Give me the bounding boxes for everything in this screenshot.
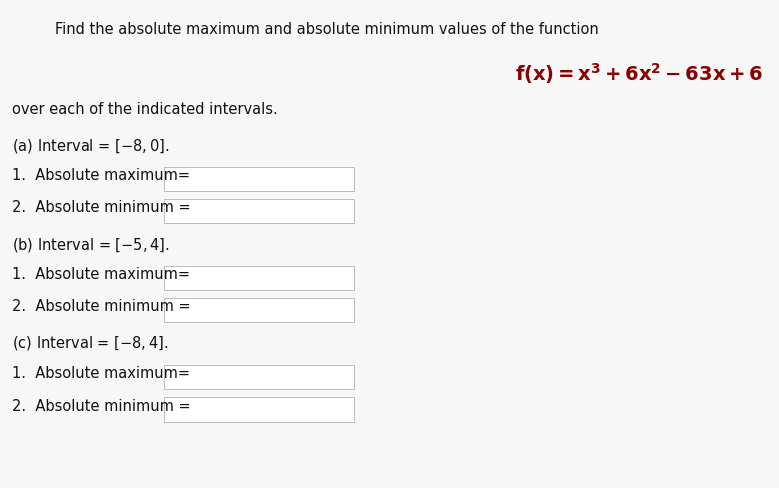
Text: 2.  Absolute minimum =: 2. Absolute minimum =	[12, 399, 190, 414]
FancyBboxPatch shape	[164, 266, 354, 290]
Text: Find the absolute maximum and absolute minimum values of the function: Find the absolute maximum and absolute m…	[55, 22, 598, 37]
FancyBboxPatch shape	[164, 365, 354, 389]
Text: 2.  Absolute minimum =: 2. Absolute minimum =	[12, 200, 190, 215]
Text: 1.  Absolute maximum=: 1. Absolute maximum=	[12, 267, 189, 283]
FancyBboxPatch shape	[164, 397, 354, 422]
FancyBboxPatch shape	[164, 199, 354, 223]
Text: 2.  Absolute minimum =: 2. Absolute minimum =	[12, 299, 190, 314]
Text: $\mathbf{f(x) = x^3 + 6x^2 - 63x + 6}$: $\mathbf{f(x) = x^3 + 6x^2 - 63x + 6}$	[516, 61, 763, 86]
Text: (b) Interval = $[-5, 4]$.: (b) Interval = $[-5, 4]$.	[12, 236, 170, 254]
Text: 1.  Absolute maximum=: 1. Absolute maximum=	[12, 168, 189, 183]
FancyBboxPatch shape	[164, 298, 354, 322]
Text: over each of the indicated intervals.: over each of the indicated intervals.	[12, 102, 277, 118]
Text: (a) Interval = $[-8, 0]$.: (a) Interval = $[-8, 0]$.	[12, 137, 169, 155]
Text: 1.  Absolute maximum=: 1. Absolute maximum=	[12, 366, 189, 381]
FancyBboxPatch shape	[164, 167, 354, 191]
Text: (c) Interval = $[-8, 4]$.: (c) Interval = $[-8, 4]$.	[12, 334, 168, 352]
